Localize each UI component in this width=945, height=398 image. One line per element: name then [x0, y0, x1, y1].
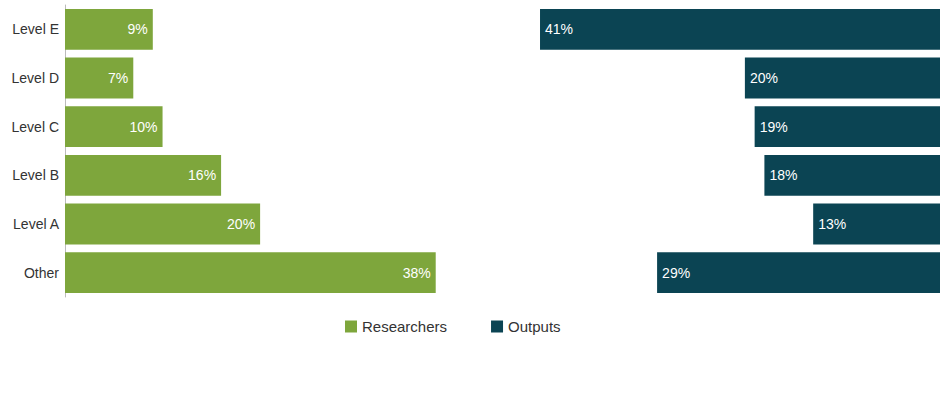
svg-text:Level D: Level D	[12, 70, 59, 86]
svg-text:10%: 10%	[130, 119, 158, 135]
svg-text:Level B: Level B	[12, 167, 59, 183]
svg-text:16%: 16%	[188, 167, 216, 183]
svg-text:20%: 20%	[227, 216, 255, 232]
svg-text:7%: 7%	[108, 70, 128, 86]
svg-text:Outputs: Outputs	[508, 318, 561, 335]
svg-text:Level A: Level A	[13, 216, 60, 232]
svg-text:Other: Other	[24, 265, 59, 281]
svg-text:Level C: Level C	[12, 119, 59, 135]
svg-text:Level E: Level E	[12, 21, 59, 37]
svg-text:Researchers: Researchers	[362, 318, 447, 335]
svg-text:20%: 20%	[750, 70, 778, 86]
svg-text:38%: 38%	[403, 265, 431, 281]
svg-text:41%: 41%	[545, 21, 573, 37]
svg-text:19%: 19%	[760, 119, 788, 135]
svg-text:13%: 13%	[818, 216, 846, 232]
svg-text:29%: 29%	[662, 265, 690, 281]
svg-text:9%: 9%	[128, 21, 148, 37]
svg-text:18%: 18%	[769, 167, 797, 183]
